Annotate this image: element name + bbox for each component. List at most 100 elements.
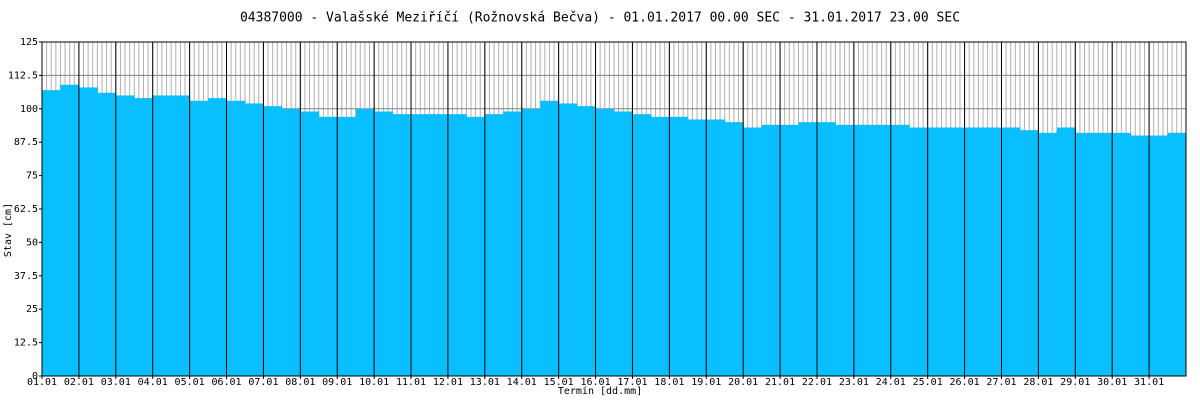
x-tick-label: 25.01 (913, 377, 943, 388)
area-step (392, 114, 412, 377)
area-step (909, 127, 929, 376)
area-step (761, 124, 781, 376)
area-step (706, 119, 726, 376)
area-step (650, 116, 670, 376)
x-tick-label: 02.01 (64, 377, 94, 388)
x-tick-label: 03.01 (101, 377, 131, 388)
x-tick-label: 17.01 (617, 377, 647, 388)
area-step (1075, 132, 1095, 376)
area-step (42, 90, 61, 376)
area-step (171, 95, 191, 376)
y-tick-label: 125 (20, 37, 38, 48)
area-step (595, 108, 615, 377)
y-tick-label: 112.5 (8, 70, 38, 81)
area-step (964, 127, 984, 376)
y-tick-label: 37.5 (14, 271, 38, 282)
area-step (946, 127, 966, 376)
y-tick-label: 0 (32, 371, 38, 382)
area-step (411, 114, 430, 377)
x-tick-label: 19.01 (691, 377, 721, 388)
x-tick-label: 11.01 (396, 377, 426, 388)
area-step (134, 98, 154, 376)
area-step (1167, 132, 1187, 376)
area-step (115, 95, 135, 376)
area-step (1112, 132, 1132, 376)
y-tick-label: 62.5 (14, 204, 38, 215)
y-tick-label: 87.5 (14, 137, 38, 148)
x-tick-label: 27.01 (986, 377, 1016, 388)
area-step (337, 116, 357, 376)
area-step (208, 98, 228, 376)
x-tick-label: 08.01 (285, 377, 315, 388)
area-step (1149, 135, 1169, 376)
x-tick-label: 18.01 (654, 377, 684, 388)
area-step (78, 87, 98, 376)
plot-frame (41, 41, 1187, 377)
area-step (318, 116, 338, 376)
x-tick-label: 29.01 (1060, 377, 1090, 388)
area-step (1019, 130, 1039, 376)
area-step (540, 100, 560, 376)
area-step (558, 103, 578, 377)
y-tick-label: 75 (26, 171, 38, 182)
x-tick-label: 20.01 (728, 377, 758, 388)
area-step (447, 114, 467, 377)
x-tick-label: 24.01 (876, 377, 906, 388)
area-step (743, 127, 763, 376)
x-tick-label: 22.01 (802, 377, 832, 388)
x-tick-label: 04.01 (138, 377, 168, 388)
x-tick-label: 06.01 (211, 377, 241, 388)
area-step (687, 119, 707, 376)
area-step (983, 127, 1002, 376)
y-axis-label: Stav [cm] (3, 203, 14, 257)
chart-title: 04387000 - Valašské Meziříčí (Rožnovská … (240, 11, 960, 26)
area-step (429, 114, 449, 377)
x-tick-label: 26.01 (950, 377, 980, 388)
area-step (484, 114, 504, 377)
x-tick-label: 05.01 (175, 377, 205, 388)
x-tick-label: 23.01 (839, 377, 869, 388)
area-step (1038, 132, 1058, 376)
area-step (1056, 127, 1076, 376)
area-step (780, 124, 800, 376)
x-tick-label: 01.01 (27, 377, 57, 388)
area-step (835, 124, 855, 376)
area-step (1093, 132, 1113, 376)
y-tick-label: 100 (20, 104, 38, 115)
area-step (97, 92, 117, 376)
x-tick-label: 31.01 (1134, 377, 1164, 388)
area-step (798, 122, 818, 376)
area-step (890, 124, 910, 376)
area-step (466, 116, 486, 376)
x-axis-label: Termín [dd.mm] (558, 385, 642, 397)
area-step (872, 124, 892, 376)
y-tick-label: 50 (26, 237, 38, 248)
area-step (281, 108, 301, 377)
x-tick-label: 16.01 (580, 377, 610, 388)
area-step (632, 114, 652, 377)
x-tick-label: 15.01 (544, 377, 574, 388)
x-tick-label: 13.01 (470, 377, 500, 388)
area-step (1130, 135, 1150, 376)
area-step (927, 127, 947, 376)
x-tick-label: 09.01 (322, 377, 352, 388)
area-step (577, 106, 597, 377)
x-tick-label: 07.01 (248, 377, 278, 388)
x-tick-label: 14.01 (507, 377, 537, 388)
area-step (60, 84, 80, 376)
x-tick-label: 10.01 (359, 377, 389, 388)
area-step (189, 100, 209, 376)
area-step (244, 103, 264, 377)
y-tick-label: 12.5 (14, 338, 38, 349)
x-tick-label: 12.01 (433, 377, 463, 388)
x-tick-label: 30.01 (1097, 377, 1127, 388)
area-step (263, 106, 283, 377)
area-step (374, 111, 394, 377)
area-step (614, 111, 633, 377)
area-step (724, 122, 744, 376)
x-tick-label: 28.01 (1023, 377, 1053, 388)
area-step (300, 111, 320, 377)
area-step (853, 124, 873, 376)
area-step (1001, 127, 1021, 376)
